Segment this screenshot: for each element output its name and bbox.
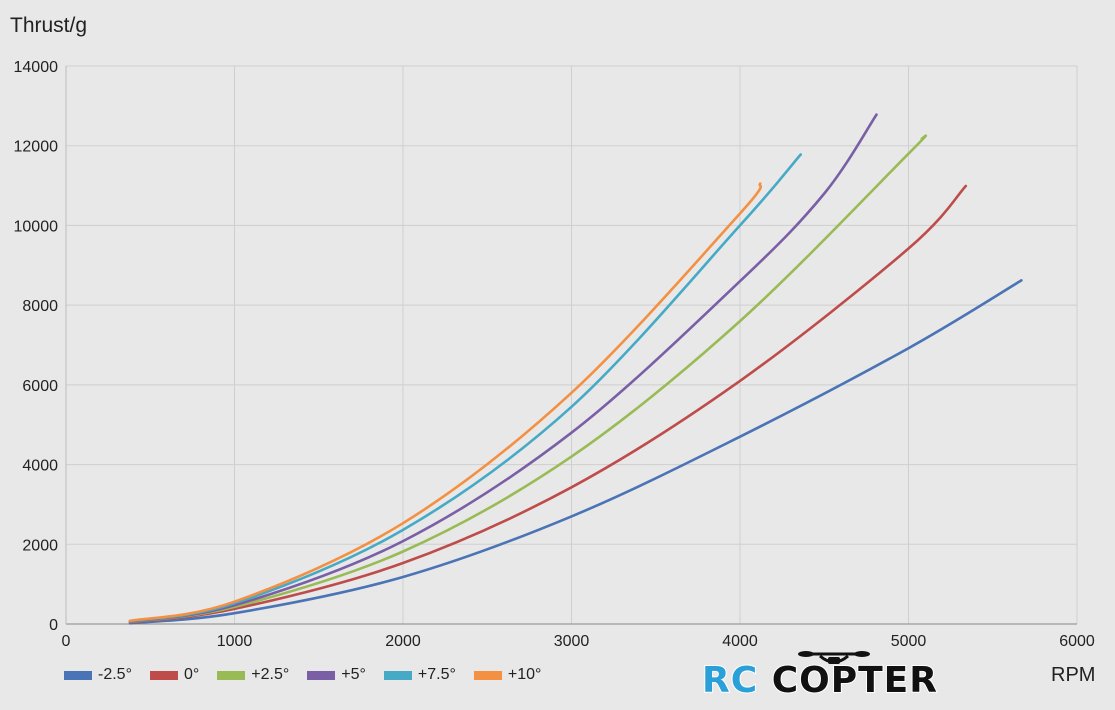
series-layer — [128, 113, 1023, 625]
series-line-2 — [128, 134, 928, 624]
rc-copter-logo: RC COPTER — [700, 648, 980, 704]
legend-label: +10° — [507, 666, 542, 683]
grid-layer — [65, 65, 1078, 625]
series-line-0 — [128, 279, 1023, 625]
y-tick-label: 0 — [49, 617, 58, 634]
legend-swatch — [217, 670, 246, 680]
legend-swatch — [383, 670, 412, 680]
y-axis-title: Thrust/g — [10, 14, 88, 37]
y-tick-label: 2000 — [22, 537, 58, 554]
logo-text: RC COPTER — [701, 659, 938, 702]
legend-item: +7.5° — [383, 666, 456, 684]
y-tick-label: 6000 — [22, 378, 58, 395]
legend-swatch — [64, 670, 92, 680]
series-line-5 — [128, 182, 763, 623]
legend: -2.5° 0° +2.5° +5° +7.5° +10° — [64, 666, 559, 684]
drone-icon — [798, 651, 870, 664]
legend-label: +7.5° — [417, 666, 456, 683]
axis-layer: 0 1000 2000 3000 4000 5000 6000 0 2000 4000 6000 80… — [14, 59, 1095, 650]
logo-rc: RC — [701, 659, 759, 702]
x-tick-label: 0 — [62, 633, 71, 650]
x-tick-label: 5000 — [891, 633, 927, 650]
y-tick-label: 12000 — [14, 139, 59, 156]
legend-label: +2.5° — [251, 666, 290, 683]
legend-item: -2.5° — [64, 666, 132, 684]
y-tick-label: 8000 — [22, 298, 58, 315]
legend-item: +2.5° — [217, 666, 289, 684]
y-tick-label: 10000 — [14, 218, 59, 235]
legend-label: 0° — [183, 666, 200, 683]
legend-swatch — [307, 670, 336, 680]
series-line-4 — [128, 153, 802, 623]
legend-swatch — [149, 670, 178, 680]
x-axis-title: RPM — [1051, 664, 1096, 686]
logo-copter: COPTER — [771, 659, 938, 702]
x-tick-label: 4000 — [722, 633, 758, 650]
x-tick-label: 1000 — [217, 633, 253, 650]
x-tick-label: 3000 — [554, 633, 590, 650]
y-tick-label: 4000 — [22, 458, 58, 475]
x-tick-label: 2000 — [385, 633, 421, 650]
y-tick-label: 14000 — [14, 59, 59, 76]
legend-label: -2.5° — [98, 666, 132, 683]
legend-item: +10° — [473, 666, 542, 684]
legend-item: 0° — [149, 666, 200, 684]
legend-label: +5° — [341, 666, 366, 683]
x-tick-label: 6000 — [1059, 633, 1095, 650]
series-line-3 — [128, 113, 878, 623]
legend-item: +5° — [307, 666, 366, 684]
legend-swatch — [473, 670, 502, 680]
series-line-1 — [128, 184, 968, 624]
